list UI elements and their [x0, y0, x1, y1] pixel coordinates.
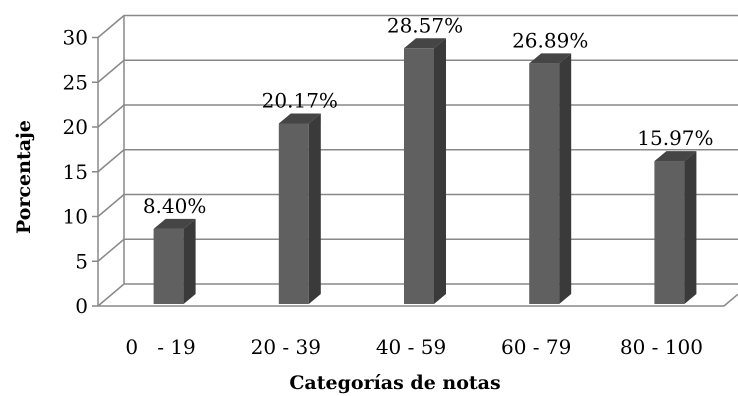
- floor-right-edge: [723, 293, 738, 307]
- bar-side: [308, 113, 321, 304]
- bar-top: [529, 53, 572, 64]
- bar-front: [404, 48, 434, 305]
- y-tick-label: 10: [63, 205, 88, 229]
- bar-front: [278, 123, 309, 304]
- x-tick-label: 60 - 79: [501, 335, 571, 359]
- bar: [278, 113, 321, 304]
- y-tick-label: 20: [63, 115, 88, 139]
- bar-side: [684, 151, 697, 304]
- bar-front: [153, 228, 184, 304]
- bar-top: [404, 38, 446, 49]
- bar-top: [278, 113, 321, 124]
- data-label: 15.97%: [637, 126, 713, 150]
- x-tick-labels: 0 - 19 20 - 39 40 - 59 60 - 79 80 - 100: [125, 335, 703, 359]
- x-tick-label: 80 - 100: [620, 335, 703, 359]
- y-tick-label: 25: [63, 70, 88, 94]
- bars: [153, 38, 697, 305]
- data-label: 8.40%: [143, 194, 207, 218]
- bar-top: [153, 218, 196, 229]
- bar-front: [654, 161, 685, 304]
- x-axis-title: Categorías de notas: [289, 372, 500, 394]
- y-tick-label: 15: [63, 160, 88, 184]
- bar: [654, 151, 697, 304]
- y-tick-label: 0: [75, 294, 88, 318]
- data-labels: 8.40% 20.17% 28.57% 26.89% 15.97%: [143, 13, 714, 218]
- y-tick-labels: 0 5 10 15 20 25 30: [63, 26, 88, 319]
- y-tick-label: 5: [75, 249, 88, 273]
- bar: [529, 53, 572, 304]
- x-tick-label: 0 - 19: [125, 335, 195, 359]
- bar: [404, 38, 446, 305]
- y-axis-title: Porcentaje: [13, 120, 35, 234]
- bar-side: [434, 38, 446, 305]
- bar-side: [183, 218, 196, 304]
- data-label: 28.57%: [387, 13, 463, 37]
- bar-front: [529, 63, 560, 304]
- gridlines: [92, 14, 738, 307]
- data-label: 26.89%: [512, 28, 588, 52]
- y-tick-label: 30: [63, 26, 88, 50]
- x-tick-label: 20 - 39: [251, 335, 321, 359]
- data-label: 20.17%: [262, 88, 338, 112]
- bar-top: [654, 151, 697, 162]
- bar: [153, 218, 196, 304]
- bar-side: [559, 53, 572, 304]
- x-tick-label: 40 - 59: [376, 335, 446, 359]
